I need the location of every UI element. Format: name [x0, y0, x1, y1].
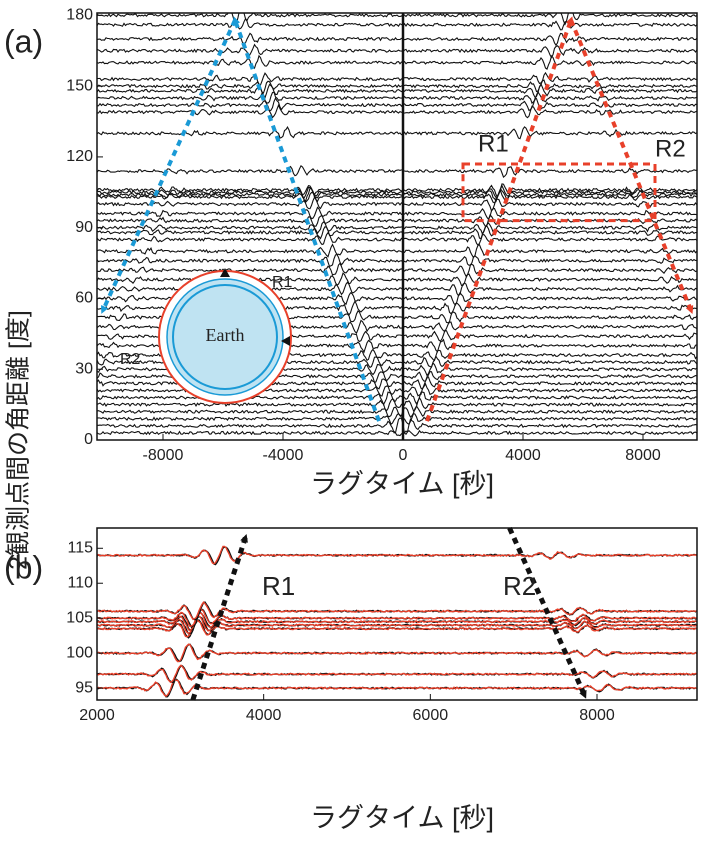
trace: [97, 82, 697, 99]
y-tick-label: 105: [66, 609, 93, 626]
panel-label: (a): [4, 23, 43, 59]
trace: [97, 206, 697, 221]
x-tick-label: 8000: [579, 707, 615, 724]
y-axis-label: 2観測点間の角距離 [度]: [5, 310, 33, 570]
y-tick-label: 0: [84, 431, 93, 448]
x-tick-label: 4000: [505, 447, 541, 464]
x-tick-label: 6000: [413, 707, 449, 724]
trace: [97, 231, 697, 247]
x-axis-label: ラグタイム [秒]: [310, 803, 494, 833]
x-tick-label: 0: [399, 447, 408, 464]
annotation: R1: [262, 571, 295, 601]
trace: [97, 405, 697, 418]
trace: [97, 643, 697, 663]
plot-frame: [96, 527, 698, 701]
y-tick-label: 180: [66, 7, 93, 24]
inset-path-label: R2: [120, 351, 141, 368]
trace: [97, 412, 697, 426]
trace: [97, 164, 697, 179]
trace: [97, 417, 697, 435]
inset-label: Earth: [206, 325, 245, 345]
y-tick-label: 110: [67, 574, 93, 591]
annotation: R2: [503, 571, 536, 601]
y-tick-label: 30: [75, 360, 93, 377]
y-tick-label: 120: [66, 148, 93, 165]
trace: [97, 32, 697, 47]
y-tick-label: 90: [75, 219, 93, 236]
trace: [97, 545, 697, 565]
inset-path: [172, 284, 278, 390]
trace: [97, 54, 697, 70]
y-tick-label: 115: [67, 539, 93, 556]
annotation: R1: [478, 130, 509, 157]
trace: [97, 253, 697, 268]
y-tick-label: 60: [75, 290, 93, 307]
trace: [97, 214, 697, 228]
y-tick-label: 100: [66, 644, 93, 661]
x-axis-label: ラグタイム [秒]: [310, 469, 494, 499]
plot-frame: [96, 12, 698, 441]
trace: [97, 221, 697, 236]
inset-station: [220, 268, 290, 346]
inset-path-label: R1: [272, 274, 293, 291]
trace: [97, 71, 697, 86]
trace: [97, 183, 697, 198]
y-tick-label: 150: [66, 77, 93, 94]
trace: [97, 13, 697, 26]
panel-label: (b): [4, 549, 43, 585]
trace: [97, 17, 697, 31]
x-tick-label: 2000: [79, 707, 115, 724]
trace: [97, 103, 697, 119]
trace: [97, 196, 697, 213]
selection-box: [461, 162, 657, 223]
trace: [97, 187, 697, 203]
trace: [97, 664, 697, 684]
inset-earth: [166, 278, 284, 396]
trace: [97, 125, 697, 140]
trace: [97, 90, 697, 105]
trace: [97, 262, 697, 277]
plot-area: [97, 545, 697, 698]
dashed-arrow: [425, 16, 574, 422]
x-tick-label: -4000: [263, 447, 304, 464]
trace: [97, 184, 697, 199]
trace: [97, 225, 697, 240]
dashed-arrow: [507, 526, 587, 699]
trace: [97, 396, 697, 412]
y-tick-label: 95: [75, 679, 93, 696]
trace: [97, 391, 697, 406]
trace: [97, 429, 697, 437]
x-tick-label: 4000: [246, 707, 282, 724]
x-tick-label: -8000: [143, 447, 184, 464]
dashed-arrow: [232, 16, 381, 422]
x-tick-label: 8000: [625, 447, 661, 464]
trace: [97, 189, 697, 204]
annotation: R2: [655, 135, 686, 162]
trace: [97, 243, 697, 259]
trace: [97, 601, 697, 621]
dashed-arrow: [101, 19, 237, 314]
trace: [97, 43, 697, 59]
